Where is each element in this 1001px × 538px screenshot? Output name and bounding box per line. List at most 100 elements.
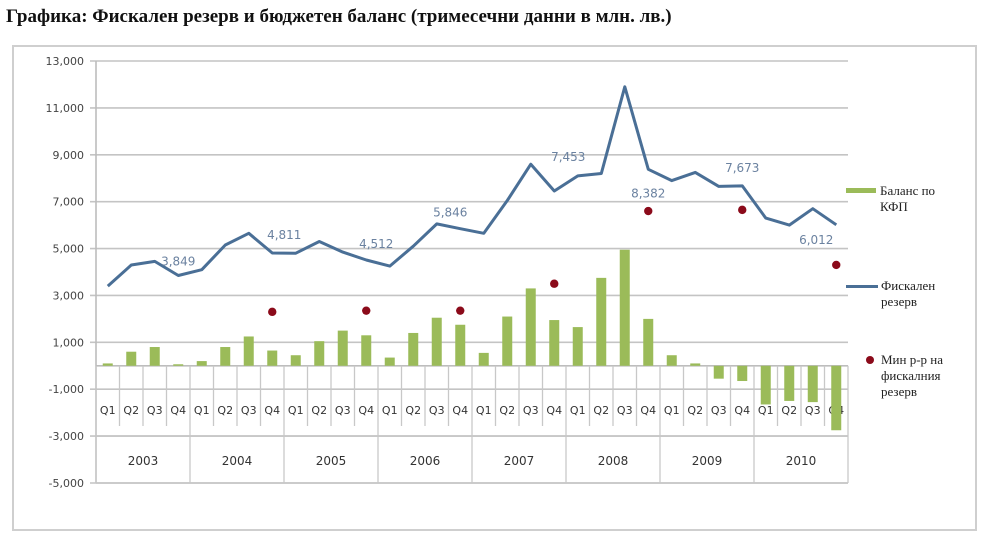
y-tick-label: 13,000 <box>46 55 85 68</box>
x-quarter-label: Q1 <box>382 404 398 417</box>
chart-title: Графика: Фискален резерв и бюджетен бала… <box>6 6 672 27</box>
x-year-label: 2010 <box>786 454 817 468</box>
y-axis: 13,000 11,000 9,000 7,000 5,000 3,000 1,000 -1,… <box>46 55 97 490</box>
min-reserve-marker <box>456 306 465 315</box>
x-quarter-label: Q4 <box>358 404 374 417</box>
min-reserve-marker <box>268 307 277 317</box>
bar <box>196 361 207 366</box>
x-year-label: 2003 <box>128 454 159 468</box>
y-tick-label: 7,000 <box>53 196 85 209</box>
data-label: 6,012 <box>799 233 833 247</box>
bar <box>431 317 442 366</box>
x-quarter-label: Q4 <box>546 404 562 417</box>
min-reserve-marker <box>362 306 371 315</box>
data-label: 7,453 <box>551 150 585 164</box>
bar <box>126 351 137 366</box>
bar <box>455 324 466 366</box>
x-quarter-label: Q2 <box>781 404 797 417</box>
x-quarter-label: Q1 <box>100 404 116 417</box>
min-reserve-marker <box>738 205 747 215</box>
data-label: 4,512 <box>359 237 393 251</box>
bar <box>760 365 771 405</box>
x-axis: Q1 Q2 Q3 Q4 Q1 Q2 Q3 Q4 Q1 Q2 Q3 Q4 Q1 Q2 Q3 Q4 Q1 Q2 Q3 Q4… <box>95 364 849 484</box>
bar <box>408 332 419 366</box>
line-series-fiscal-reserve <box>106 85 838 288</box>
x-quarter-label: Q4 <box>640 404 656 417</box>
x-quarter-label: Q1 <box>758 404 774 417</box>
data-labels: 3,849 4,811 4,512 5,846 7,453 8,382 7,673 6,012 <box>161 150 833 268</box>
bar <box>713 365 724 379</box>
x-quarter-label: Q3 <box>147 404 163 417</box>
bar <box>596 277 607 366</box>
x-quarter-label: Q3 <box>617 404 633 417</box>
x-quarter-label: Q2 <box>311 404 327 417</box>
bar <box>102 363 113 366</box>
bar-series-budget-balance <box>102 249 842 431</box>
y-tick-label: 5,000 <box>53 243 85 256</box>
x-quarter-label: Q1 <box>288 404 304 417</box>
legend-item-budget-balance: Баланс по КФП <box>846 183 964 215</box>
legend-item-fiscal-reserve: Фискален резерв <box>846 278 965 310</box>
y-tick-label: -1,000 <box>49 383 84 396</box>
x-quarter-label: Q4 <box>734 404 750 417</box>
bar <box>290 355 301 366</box>
x-quarter-label: Q2 <box>499 404 515 417</box>
marker-series-min-fiscal-reserve <box>268 205 841 317</box>
x-quarter-label: Q4 <box>170 404 186 417</box>
x-quarter-label: Q3 <box>429 404 445 417</box>
bar <box>267 350 278 366</box>
x-quarter-label: Q1 <box>476 404 492 417</box>
bar <box>478 352 489 366</box>
data-label: 4,811 <box>267 228 301 242</box>
data-label: 3,849 <box>161 255 195 269</box>
x-quarter-label: Q4 <box>452 404 468 417</box>
bar <box>737 365 748 382</box>
bar-swatch-icon <box>846 188 876 193</box>
bar <box>337 330 348 366</box>
y-tick-label: 1,000 <box>53 336 85 349</box>
bar <box>784 365 795 401</box>
fiscal-reserve-line <box>106 85 838 288</box>
bar <box>220 347 231 366</box>
bar <box>361 335 372 366</box>
min-reserve-marker <box>550 279 559 288</box>
x-year-label: 2007 <box>504 454 535 468</box>
bar <box>666 355 677 366</box>
x-year-label: 2008 <box>598 454 629 468</box>
x-year-label: 2004 <box>222 454 253 468</box>
bar <box>643 318 654 366</box>
min-reserve-marker <box>644 206 653 216</box>
bar <box>619 249 630 366</box>
bar <box>314 341 325 366</box>
dot-swatch-icon <box>866 356 874 364</box>
x-quarter-label: Q3 <box>241 404 257 417</box>
y-tick-label: 3,000 <box>53 289 85 302</box>
y-tick-label: -5,000 <box>49 477 84 490</box>
legend-label: Фискален резерв <box>881 278 936 309</box>
data-label: 7,673 <box>725 161 759 175</box>
bar <box>831 365 842 431</box>
bar <box>502 316 513 366</box>
x-quarter-label: Q2 <box>593 404 609 417</box>
data-label: 5,846 <box>433 206 467 220</box>
chart-frame <box>12 45 977 531</box>
x-year-label: 2006 <box>410 454 441 468</box>
x-quarter-label: Q1 <box>570 404 586 417</box>
x-year-label: 2009 <box>692 454 723 468</box>
x-quarter-label: Q2 <box>217 404 233 417</box>
x-year-label: 2005 <box>316 454 347 468</box>
bar <box>525 288 536 366</box>
bar <box>549 320 560 366</box>
x-quarter-label: Q3 <box>711 404 727 417</box>
bar <box>243 336 254 366</box>
bar <box>384 357 395 366</box>
x-quarter-label: Q2 <box>123 404 139 417</box>
legend-label: Мин р-р на фискалния резерв <box>881 352 944 399</box>
y-tick-label: 11,000 <box>46 102 85 115</box>
x-quarter-label: Q3 <box>523 404 539 417</box>
y-tick-label: 9,000 <box>53 149 85 162</box>
x-quarter-label: Q1 <box>194 404 210 417</box>
bar <box>572 327 583 366</box>
data-label: 8,382 <box>631 186 665 200</box>
